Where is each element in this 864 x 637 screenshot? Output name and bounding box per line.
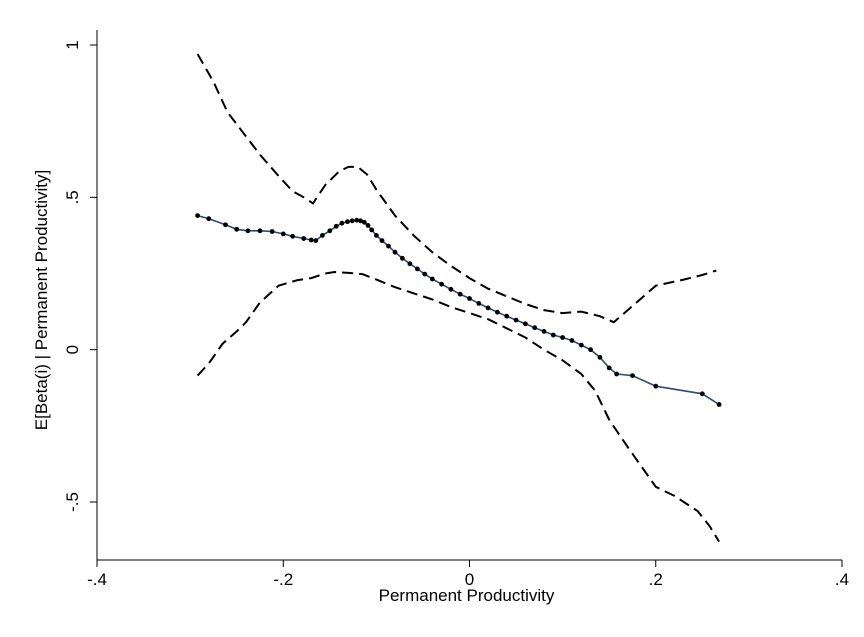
estimate-point [400,255,405,261]
estimate-point [349,218,355,224]
estimate-point [354,217,360,223]
estimate-point [523,321,528,327]
x-tick-label: .2 [649,570,663,589]
estimate-point [630,373,635,378]
x-axis-title: Permanent Productivity [379,586,555,605]
estimate-point [513,317,519,323]
estimate-point [358,218,363,224]
estimate-point [206,216,212,222]
estimate-point [541,329,547,334]
estimate-point [269,229,275,234]
estimate-point [234,226,240,232]
estimate-point [467,296,472,301]
estimate-point [257,228,263,234]
estimate-point [313,238,319,244]
estimate-point [597,354,603,360]
estimate-point [532,325,538,331]
x-tick-label: 0 [465,570,474,589]
estimate-point [504,313,510,319]
estimate-point [339,220,345,226]
estimate-point [422,271,428,277]
x-ticks: -.4 -.2 0 .2 .4 [87,560,849,589]
estimate-point [386,243,391,249]
estimate-point [365,223,371,228]
estimate-point [280,231,286,237]
estimate-point [345,219,350,225]
x-tick-label: -.2 [273,570,293,589]
estimate-point [560,335,565,340]
estimate-point [290,233,295,239]
estimate-point [716,402,722,407]
estimate-point [606,365,612,371]
estimate-point [245,228,251,234]
estimate-point [476,301,482,306]
estimate-point [588,347,593,353]
y-tick-label: .5 [63,190,82,204]
estimate-point [495,309,500,315]
estimate-point [369,227,375,233]
y-ticks: -.5 0 .5 1 [63,40,97,512]
estimate-point [333,223,339,229]
estimate-point [457,291,463,297]
estimate-point [195,213,201,219]
estimate-point [327,228,333,234]
estimate-point [429,276,435,282]
estimate-point [448,286,454,292]
y-tick-label: 1 [63,40,82,49]
axes [96,30,842,561]
estimate-point [699,391,705,397]
estimate-point [415,266,420,272]
estimate-point [374,233,379,238]
estimate-point [578,342,584,348]
estimate-point [550,332,556,338]
y-tick-label: -.5 [63,492,82,512]
series-layer [195,53,722,543]
y-axis-title: E[Beta(i) | Permanent Productivity] [32,170,51,430]
estimate-point [653,383,659,389]
estimate-point [407,261,413,267]
estimate-point [569,338,575,343]
estimate-point [361,219,367,225]
estimate-point [614,371,619,377]
x-tick-label: -.4 [87,570,107,589]
x-tick-label: .4 [835,570,849,589]
upper-band-line [196,53,717,324]
y-tick-label: 0 [63,345,82,354]
estimate-point [320,233,325,238]
estimate-point [392,249,398,255]
estimate-point [379,238,385,244]
lower-band-line [196,270,720,543]
estimate-point [223,222,228,228]
estimate-point [439,281,444,287]
estimate-point [301,236,307,241]
estimate-point [485,305,491,311]
estimate-point [308,237,314,243]
